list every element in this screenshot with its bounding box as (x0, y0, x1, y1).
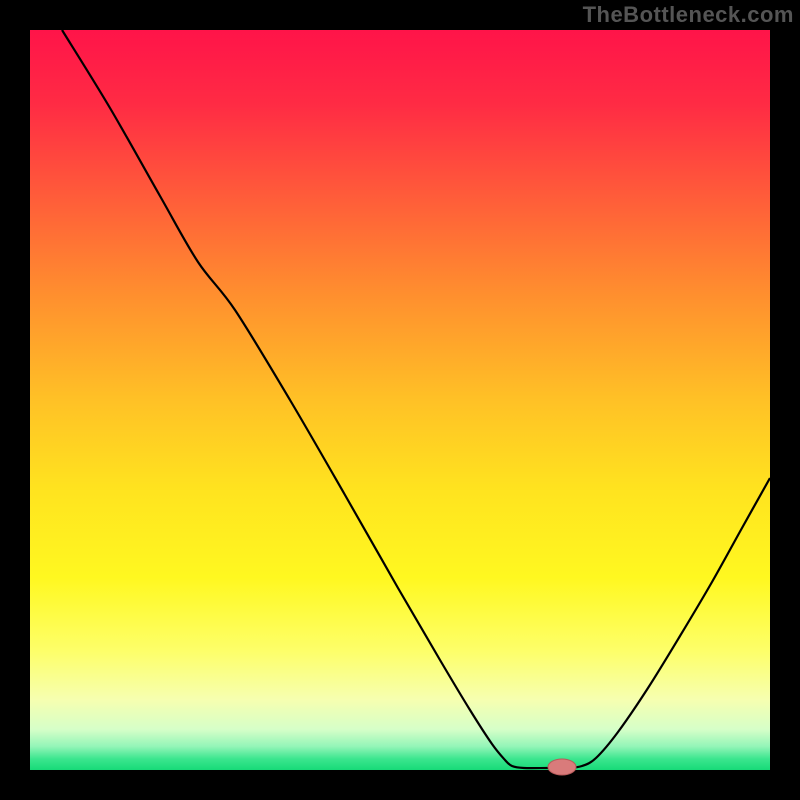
bottleneck-chart (0, 0, 800, 800)
chart-container: TheBottleneck.com (0, 0, 800, 800)
watermark-text: TheBottleneck.com (583, 2, 794, 28)
optimal-marker (548, 759, 576, 775)
chart-gradient-plot (30, 30, 770, 770)
